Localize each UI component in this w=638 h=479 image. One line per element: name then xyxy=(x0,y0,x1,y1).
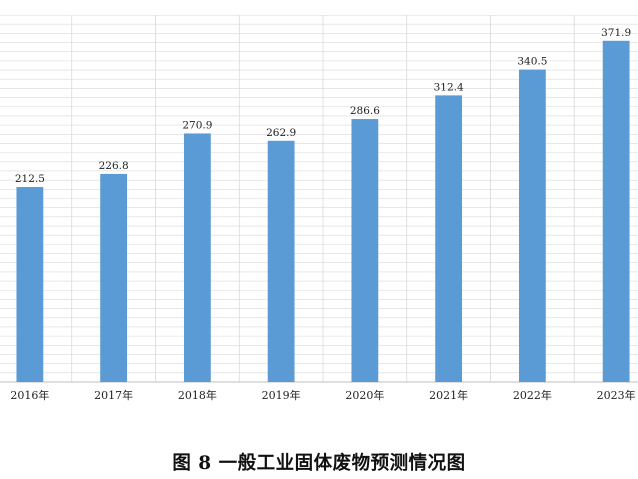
x-tick-label: 2020年 xyxy=(345,388,384,402)
bar-2023年 xyxy=(602,40,630,383)
data-label: 371.9 xyxy=(601,27,631,39)
bar-2022年 xyxy=(518,69,546,382)
x-tick-label: 2023年 xyxy=(597,388,636,402)
figure-caption: 图 8 一般工业固体废物预测情况图 xyxy=(172,453,466,474)
data-label: 270.9 xyxy=(182,119,212,131)
data-label: 340.5 xyxy=(517,56,547,68)
data-label: 286.6 xyxy=(350,105,380,117)
bar-chart: 212.5 2016年 226.8 2017年 270.9 2018年 262.9 2019年… xyxy=(0,15,638,402)
x-tick-label: 2016年 xyxy=(10,388,49,402)
x-tick-label: 2022年 xyxy=(513,388,552,402)
data-label: 212.5 xyxy=(15,173,45,185)
x-tick-label: 2019年 xyxy=(262,388,301,402)
data-label: 262.9 xyxy=(266,127,296,139)
x-tick-label: 2018年 xyxy=(178,388,217,402)
bar-2021年 xyxy=(435,95,463,383)
bar-2020年 xyxy=(351,119,379,383)
data-label: 226.8 xyxy=(99,160,129,172)
chart-area: 212.5 2016年 226.8 2017年 270.9 2018年 262.9 2019年… xyxy=(0,15,638,410)
x-tick-label: 2021年 xyxy=(429,388,468,402)
bar-2016年 xyxy=(16,187,44,382)
data-label: 312.4 xyxy=(434,81,464,93)
grid xyxy=(0,15,638,383)
bar-2018年 xyxy=(183,133,211,382)
bar-2017年 xyxy=(100,173,128,382)
x-tick-label: 2017年 xyxy=(94,388,133,402)
bar-2019年 xyxy=(267,140,295,382)
